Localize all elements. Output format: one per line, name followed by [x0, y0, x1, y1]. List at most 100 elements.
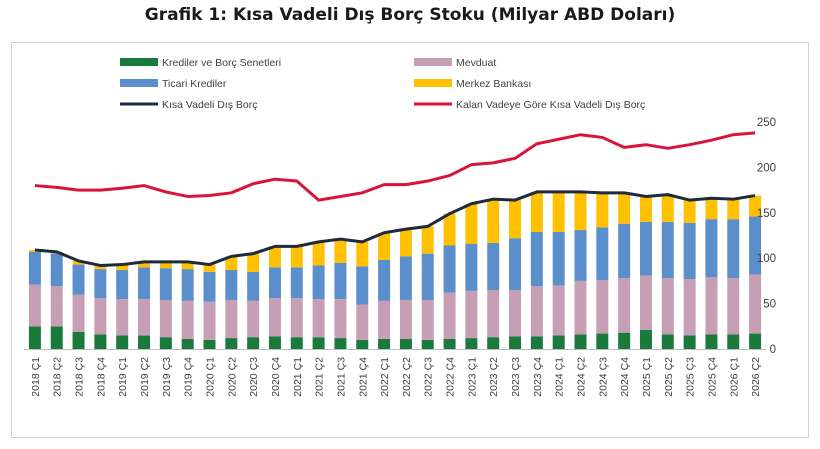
bar-merkez	[290, 246, 303, 268]
bar-merkez	[596, 192, 609, 228]
bar-mevduat	[356, 304, 369, 340]
bar-mevduat	[683, 279, 696, 336]
bar-krediler	[268, 336, 281, 349]
bar-ticari	[138, 267, 151, 300]
chart-frame	[11, 42, 809, 438]
bar-ticari	[530, 231, 543, 287]
bar-mevduat	[116, 299, 129, 336]
x-tick-label: 2022 Ç2	[401, 357, 413, 397]
bar-krediler	[203, 339, 216, 349]
bar-mevduat	[618, 278, 631, 333]
bar-ticari	[487, 242, 500, 290]
bar-ticari	[334, 262, 347, 300]
bar-ticari	[116, 270, 129, 300]
bar-mevduat	[661, 278, 674, 335]
bar-ticari	[181, 269, 194, 301]
bar-krediler	[28, 326, 41, 349]
bar-krediler	[159, 337, 172, 349]
bar-ticari	[225, 270, 238, 300]
bar-ticari	[268, 267, 281, 299]
y-tick-label: 150	[757, 208, 776, 220]
bar-mevduat	[312, 299, 325, 338]
legend-swatch-mevduat	[414, 58, 452, 66]
bar-layer	[28, 191, 762, 349]
x-tick-label: 2020 Ç3	[248, 357, 260, 397]
bar-krediler	[487, 337, 500, 349]
bar-krediler	[247, 337, 260, 349]
legend-label-kalan: Kalan Vadeye Göre Kısa Vadeli Dış Borç	[456, 99, 645, 111]
bar-merkez	[312, 241, 325, 266]
bar-krediler	[530, 336, 543, 349]
x-tick-label: 2021 Ç1	[292, 357, 304, 397]
bar-mevduat	[705, 277, 718, 335]
bar-krediler	[72, 331, 85, 349]
bar-krediler	[290, 337, 303, 349]
x-tick-label: 2021 Ç3	[335, 357, 347, 397]
x-tick-label: 2019 Ç1	[117, 357, 129, 397]
bar-ticari	[247, 271, 260, 301]
bar-mevduat	[487, 289, 500, 338]
bar-krediler	[50, 326, 63, 349]
bar-ticari	[28, 251, 41, 285]
bar-krediler	[574, 334, 587, 349]
bar-merkez	[203, 264, 216, 272]
bar-mevduat	[399, 299, 412, 340]
bar-mevduat	[465, 290, 478, 339]
bar-merkez	[159, 261, 172, 269]
legend: Krediler ve Borç Senetleri Mevduat Ticar…	[120, 57, 645, 111]
bar-krediler	[683, 335, 696, 349]
x-tick-label: 2018 Ç3	[74, 357, 86, 397]
bar-mevduat	[596, 279, 609, 334]
x-tick-label: 2024 Ç3	[597, 357, 609, 397]
bar-ticari	[399, 256, 412, 300]
bar-mevduat	[203, 301, 216, 340]
bar-krediler	[749, 333, 762, 349]
bar-ticari	[661, 221, 674, 279]
bar-krediler	[705, 334, 718, 349]
bar-merkez	[94, 265, 107, 270]
bar-merkez	[378, 232, 391, 261]
bar-mevduat	[268, 298, 281, 337]
x-tick-label: 2023 Ç1	[466, 357, 478, 397]
bar-mevduat	[247, 300, 260, 338]
x-tick-label: 2023 Ç3	[510, 357, 522, 397]
bar-merkez	[72, 260, 85, 265]
bar-mevduat	[530, 286, 543, 337]
x-tick-label: 2019 Ç2	[139, 357, 151, 397]
x-tick-label: 2024 Ç4	[619, 357, 631, 397]
bar-krediler	[552, 335, 565, 349]
legend-label-mevduat: Mevduat	[456, 57, 496, 69]
bar-mevduat	[138, 299, 151, 336]
x-tick-label: 2022 Ç1	[379, 357, 391, 397]
bar-krediler	[661, 334, 674, 349]
chart-title: Grafik 1: Kısa Vadeli Dış Borç Stoku (Mi…	[144, 5, 676, 25]
legend-label-merkez: Merkez Bankası	[456, 78, 531, 90]
x-tick-label: 2020 Ç4	[270, 357, 282, 397]
bar-mevduat	[574, 280, 587, 335]
bar-ticari	[465, 243, 478, 291]
x-tick-label: 2023 Ç4	[532, 357, 544, 397]
bar-mevduat	[181, 300, 194, 340]
bar-ticari	[50, 253, 63, 287]
bar-krediler	[181, 339, 194, 349]
x-tick-label: 2024 Ç1	[554, 357, 566, 397]
x-tick-label: 2025 Ç3	[685, 357, 697, 397]
bar-ticari	[378, 260, 391, 301]
bar-merkez	[181, 261, 194, 270]
bar-krediler	[138, 335, 151, 349]
bar-mevduat	[334, 299, 347, 339]
x-tick-label: 2025 Ç1	[641, 357, 653, 397]
x-tick-label: 2022 Ç3	[423, 357, 435, 397]
x-tick-label: 2026 Ç2	[750, 357, 762, 397]
bar-merkez	[399, 229, 412, 257]
bar-ticari	[421, 253, 434, 300]
bar-krediler	[727, 334, 740, 349]
y-tick-label: 250	[757, 117, 776, 129]
bar-merkez	[487, 199, 500, 243]
x-tick-label: 2018 Ç4	[95, 357, 107, 397]
bar-krediler	[116, 335, 129, 349]
line-kalan	[34, 131, 756, 202]
legend-swatch-merkez	[414, 79, 452, 87]
bar-merkez	[421, 226, 434, 254]
